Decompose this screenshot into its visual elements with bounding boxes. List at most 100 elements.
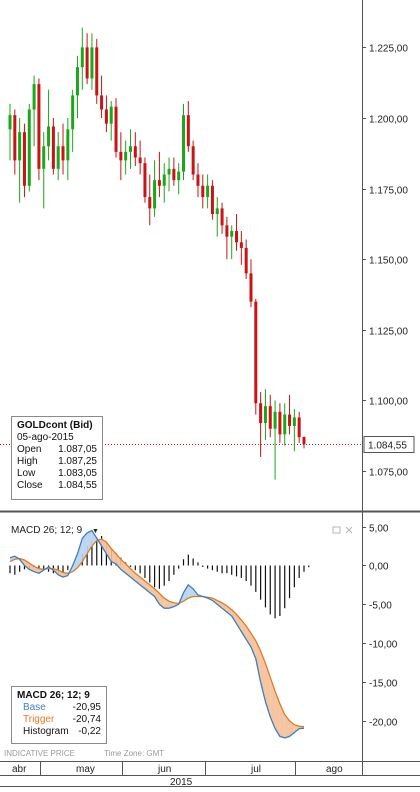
macd-fill-segment: [77, 538, 83, 568]
candle-body: [263, 406, 267, 424]
info-high-row: High 1.087,25: [17, 456, 97, 468]
candle-body: [124, 151, 128, 161]
macd-y-tick-label: 5,00: [369, 524, 389, 535]
candle-body: [100, 95, 104, 110]
close-icon: [345, 526, 353, 534]
instrument-name: GOLDcont (Bid): [17, 420, 93, 431]
candle: [157, 151, 161, 198]
info-close-row: Close 1.084,55: [17, 480, 97, 492]
candle-body: [283, 414, 287, 435]
candle-body: [51, 126, 55, 169]
macd-fill-segment: [140, 577, 145, 589]
candle: [133, 132, 137, 167]
candle: [22, 123, 26, 198]
info-high-label: High: [17, 456, 38, 467]
candle-body: [90, 47, 94, 79]
candle: [283, 403, 287, 446]
candle: [61, 123, 65, 175]
candle-body: [162, 174, 166, 186]
candle-body: [104, 109, 108, 124]
candle-body: [61, 146, 65, 161]
candle-body: [37, 84, 41, 169]
candle-body: [230, 230, 234, 237]
candle: [220, 202, 224, 234]
candle-body: [153, 180, 157, 209]
x-axis-month-label: ago: [326, 764, 343, 775]
candle-body: [18, 132, 22, 161]
candle-body: [22, 132, 26, 186]
info-low-value: 1.083,05: [58, 468, 97, 479]
candle-body: [157, 180, 161, 186]
timezone-label: Time Zone: GMT: [104, 749, 165, 758]
candle-body: [220, 208, 224, 226]
macd-legend-base-value: -20,95: [72, 702, 101, 713]
candle: [182, 103, 186, 181]
minimize-icon: [332, 526, 341, 534]
macd-fill-segment: [255, 640, 261, 682]
candle-body: [254, 301, 258, 404]
price-y-tick-label: 1.100,00: [369, 397, 408, 408]
candle-body: [215, 208, 219, 215]
candle-body: [119, 151, 123, 161]
last-price-label: 1.084,55: [368, 441, 407, 452]
macd-panel-menu-arrow: ▼: [92, 528, 99, 535]
candle-body: [172, 168, 176, 181]
candle: [196, 163, 200, 198]
candle-body: [268, 406, 272, 429]
candle: [302, 436, 306, 449]
candle: [177, 163, 181, 195]
candle: [100, 75, 104, 118]
macd-legend-trigger-value: -20,74: [72, 714, 101, 725]
info-close-value: 1.084,55: [58, 480, 97, 491]
candle: [263, 389, 267, 441]
candle: [47, 89, 51, 161]
candle: [230, 225, 234, 260]
candle: [186, 101, 190, 152]
macd-fill-segment: [226, 605, 232, 616]
candle-body: [114, 106, 118, 152]
candle-body: [201, 185, 205, 198]
candle: [128, 129, 132, 169]
macd-fill-segment: [260, 650, 266, 702]
candle: [13, 109, 17, 175]
macd-legend-base-label: Base: [23, 702, 46, 713]
candle: [191, 140, 195, 181]
candle-body: [278, 411, 282, 435]
macd-legend-histogram-row: Histogram -0,22: [17, 726, 101, 738]
macd-fill-segment: [101, 539, 107, 554]
macd-fill-segment: [284, 714, 290, 738]
candle: [162, 163, 166, 203]
candle: [71, 89, 75, 152]
candle: [80, 27, 84, 90]
candle-body: [196, 174, 200, 186]
price-y-tick-label: 1.225,00: [369, 44, 408, 55]
macd-fill-segment: [270, 677, 276, 729]
info-close-label: Close: [17, 480, 43, 491]
macd-legend-histogram-value: -0,22: [78, 726, 101, 737]
info-date: 05-ago-2015: [17, 432, 74, 443]
candle-body: [292, 417, 296, 426]
candle-body: [239, 242, 243, 248]
close-icon-stroke: [345, 526, 353, 534]
info-high-value: 1.087,25: [58, 456, 97, 467]
price-info-box: GOLDcont (Bid) 05-ago-2015 Open 1.087,05…: [11, 416, 103, 500]
macd-fill-segment: [294, 724, 300, 733]
candle: [138, 140, 142, 175]
candle: [37, 78, 41, 181]
candle: [297, 411, 301, 443]
candle-body: [47, 126, 51, 147]
candle: [225, 216, 229, 260]
candle-body: [138, 157, 142, 164]
candle: [143, 157, 147, 203]
macd-legend-base-row: Base -20,95: [17, 702, 101, 714]
macd-fill-segment: [222, 602, 227, 613]
candle-body: [109, 106, 113, 124]
info-low-row: Low 1.083,05: [17, 468, 97, 480]
candle: [206, 174, 210, 209]
candle-body: [191, 146, 195, 175]
candle-body: [235, 230, 239, 243]
candle: [124, 140, 128, 175]
candle: [254, 298, 258, 415]
candle: [66, 117, 70, 181]
